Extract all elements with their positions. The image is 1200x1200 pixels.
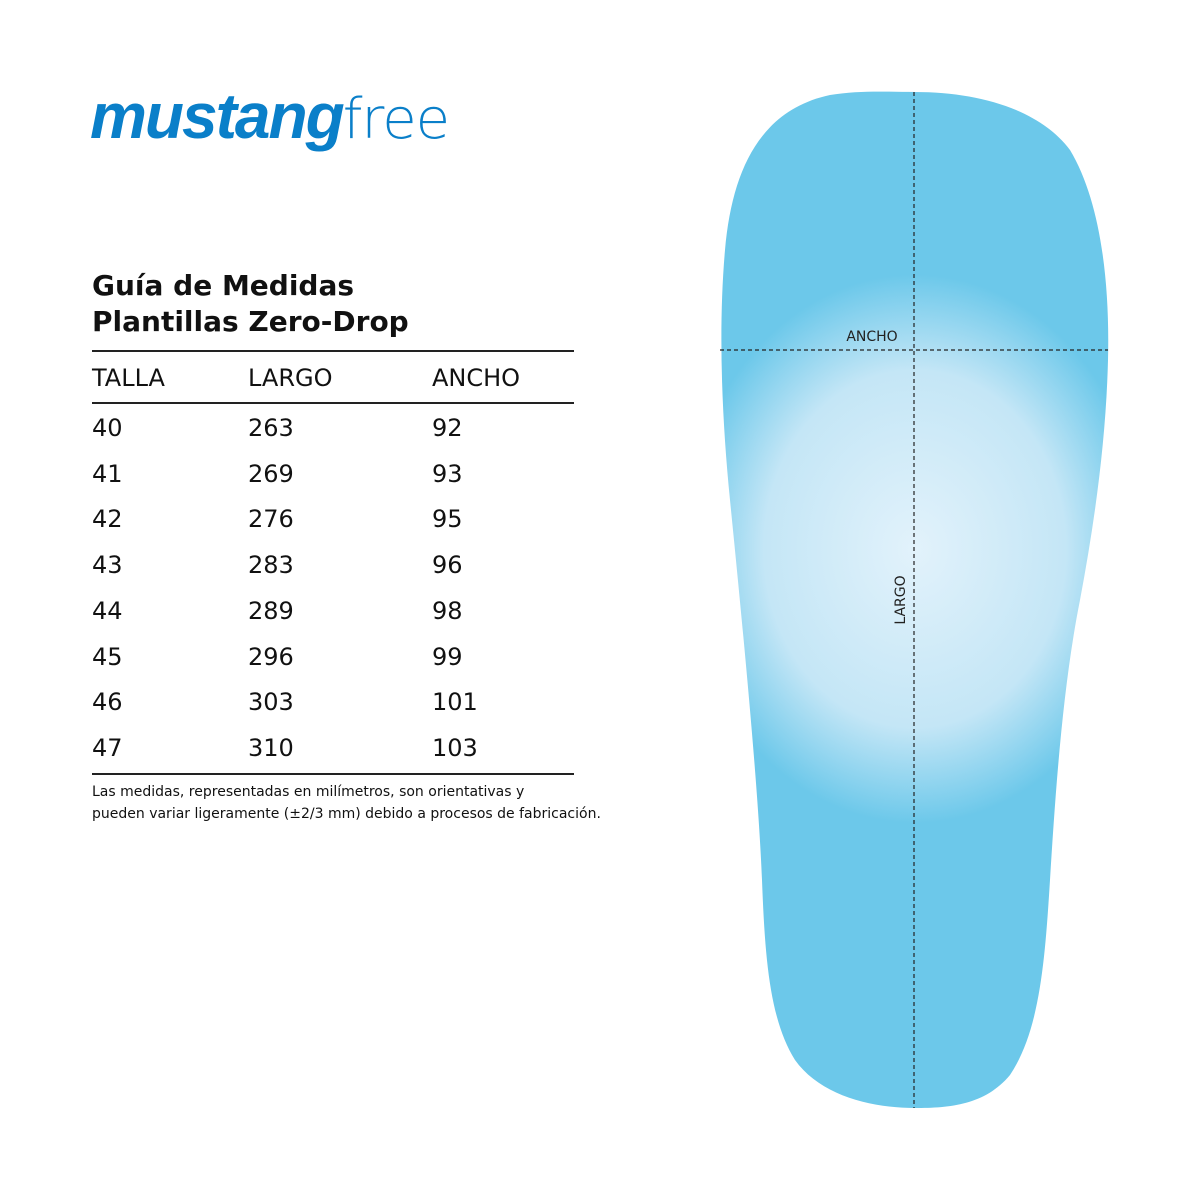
- title-line1: Guía de Medidas: [92, 269, 355, 302]
- cell-largo: 276: [248, 505, 294, 534]
- cell-ancho: 99: [432, 642, 463, 671]
- cell-largo: 296: [248, 642, 294, 671]
- header-talla: TALLA: [92, 364, 165, 392]
- cell-largo: 283: [248, 551, 294, 580]
- divider: [92, 773, 574, 775]
- cell-ancho: 95: [432, 505, 463, 534]
- title-line2: Plantillas Zero-Drop: [92, 305, 409, 338]
- length-label: LARGO: [893, 575, 909, 624]
- cell-ancho: 98: [432, 596, 463, 625]
- logo-bold: mustang: [90, 80, 345, 152]
- cell-ancho: 101: [432, 688, 478, 717]
- note-line1: Las medidas, representadas en milímetros…: [92, 784, 525, 800]
- cell-largo: 289: [248, 596, 294, 625]
- insole-shape: [721, 91, 1109, 1109]
- cell-ancho: 103: [432, 733, 478, 762]
- width-label: ANCHO: [846, 329, 897, 345]
- cell-largo: 303: [248, 688, 294, 717]
- cell-talla: 47: [92, 733, 123, 762]
- cell-talla: 43: [92, 551, 123, 580]
- header-ancho: ANCHO: [432, 364, 521, 392]
- cell-largo: 263: [248, 414, 294, 442]
- cell-talla: 46: [92, 688, 123, 717]
- divider: [92, 350, 574, 352]
- cell-talla: 41: [92, 459, 123, 488]
- header-largo: LARGO: [248, 364, 333, 392]
- logo-light: free: [342, 87, 450, 152]
- cell-ancho: 92: [432, 414, 463, 442]
- cell-talla: 45: [92, 642, 123, 671]
- divider: [92, 402, 574, 404]
- disclaimer-note: Las medidas, representadas en milímetros…: [92, 781, 601, 825]
- note-line2: pueden variar ligeramente (±2/3 mm) debi…: [92, 806, 601, 822]
- cell-largo: 310: [248, 733, 294, 762]
- cell-talla: 44: [92, 596, 123, 625]
- cell-talla: 40: [92, 414, 123, 442]
- cell-ancho: 96: [432, 551, 463, 580]
- cell-largo: 269: [248, 459, 294, 488]
- cell-talla: 42: [92, 505, 123, 534]
- page-title: Guía de Medidas Plantillas Zero-Drop: [92, 268, 409, 340]
- cell-ancho: 93: [432, 459, 463, 488]
- brand-logo: mustangfree: [90, 84, 450, 148]
